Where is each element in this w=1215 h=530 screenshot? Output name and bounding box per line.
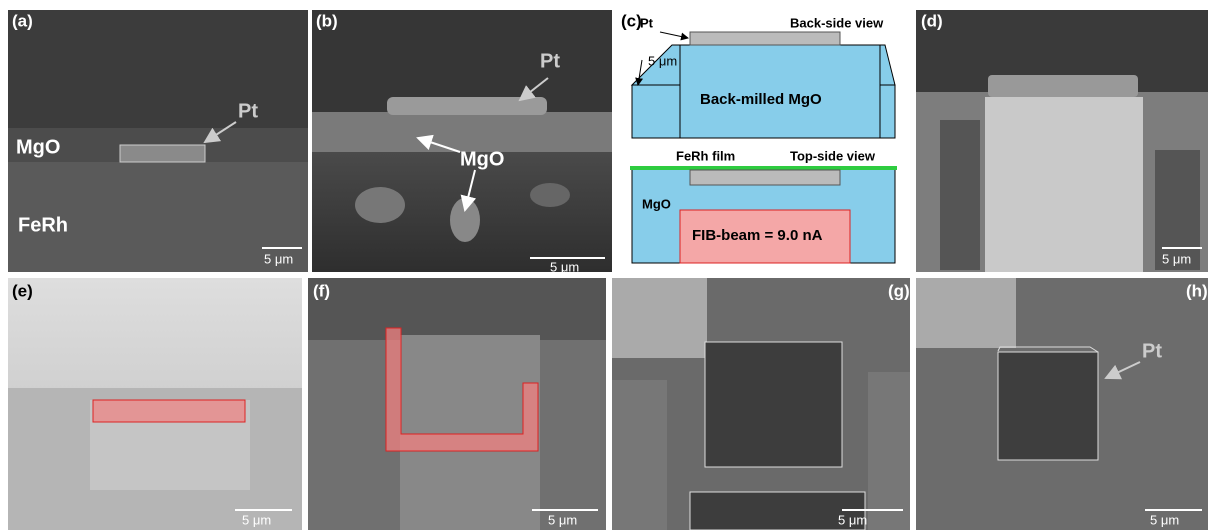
diagram-text: Back-side view (790, 15, 884, 30)
panel-a: (a) MgO FeRh Pt 5 μm (8, 10, 308, 272)
scale-bar: 5 μm (838, 512, 867, 527)
scale-bar: 5 μm (1162, 251, 1191, 266)
annotation: Pt (540, 50, 560, 72)
scale-bar: 5 μm (242, 512, 271, 527)
diagram-text: Pt (640, 15, 654, 30)
diagram-text: FIB-beam = 9.0 nA (692, 227, 823, 244)
panel-d: (d) 5 μm (916, 10, 1208, 272)
diagram-text: FeRh film (676, 148, 735, 163)
scale-bar: 5 μm (1150, 512, 1179, 527)
diagram-text: Back-milled MgO (700, 91, 822, 108)
annotation: Pt (238, 100, 258, 122)
annotation: Pt (1142, 340, 1162, 362)
annotation: FeRh (18, 214, 68, 236)
scale-bar: 5 μm (548, 512, 577, 527)
panel-label: (a) (12, 11, 33, 30)
panel-e: (e) 5 μm (8, 278, 302, 530)
scale-bar: 5 μm (264, 251, 293, 266)
diagram-text: 5 μm (648, 53, 677, 68)
panel-g: (g) 5 μm (612, 278, 910, 530)
panel-c: (c) Pt Back-side view 5 μm Back-milled M… (615, 10, 912, 272)
panel-label: (f) (313, 281, 330, 300)
annotation: MgO (460, 148, 504, 170)
panel-f: (f) 5 μm (308, 278, 606, 530)
panel-h: (h) Pt 5 μm (916, 278, 1208, 530)
panel-b: (b) Pt MgO 5 μm (312, 10, 612, 274)
panel-label: (b) (316, 11, 338, 30)
diagram-text: Top-side view (790, 148, 876, 163)
panel-label: (c) (621, 11, 642, 30)
scale-bar: 5 μm (550, 259, 579, 274)
annotation: MgO (16, 136, 60, 158)
diagram-text: MgO (642, 196, 671, 211)
panel-label: (g) (888, 281, 910, 300)
panel-label: (e) (12, 281, 33, 300)
panel-label: (d) (921, 11, 943, 30)
panel-label: (h) (1186, 281, 1208, 300)
